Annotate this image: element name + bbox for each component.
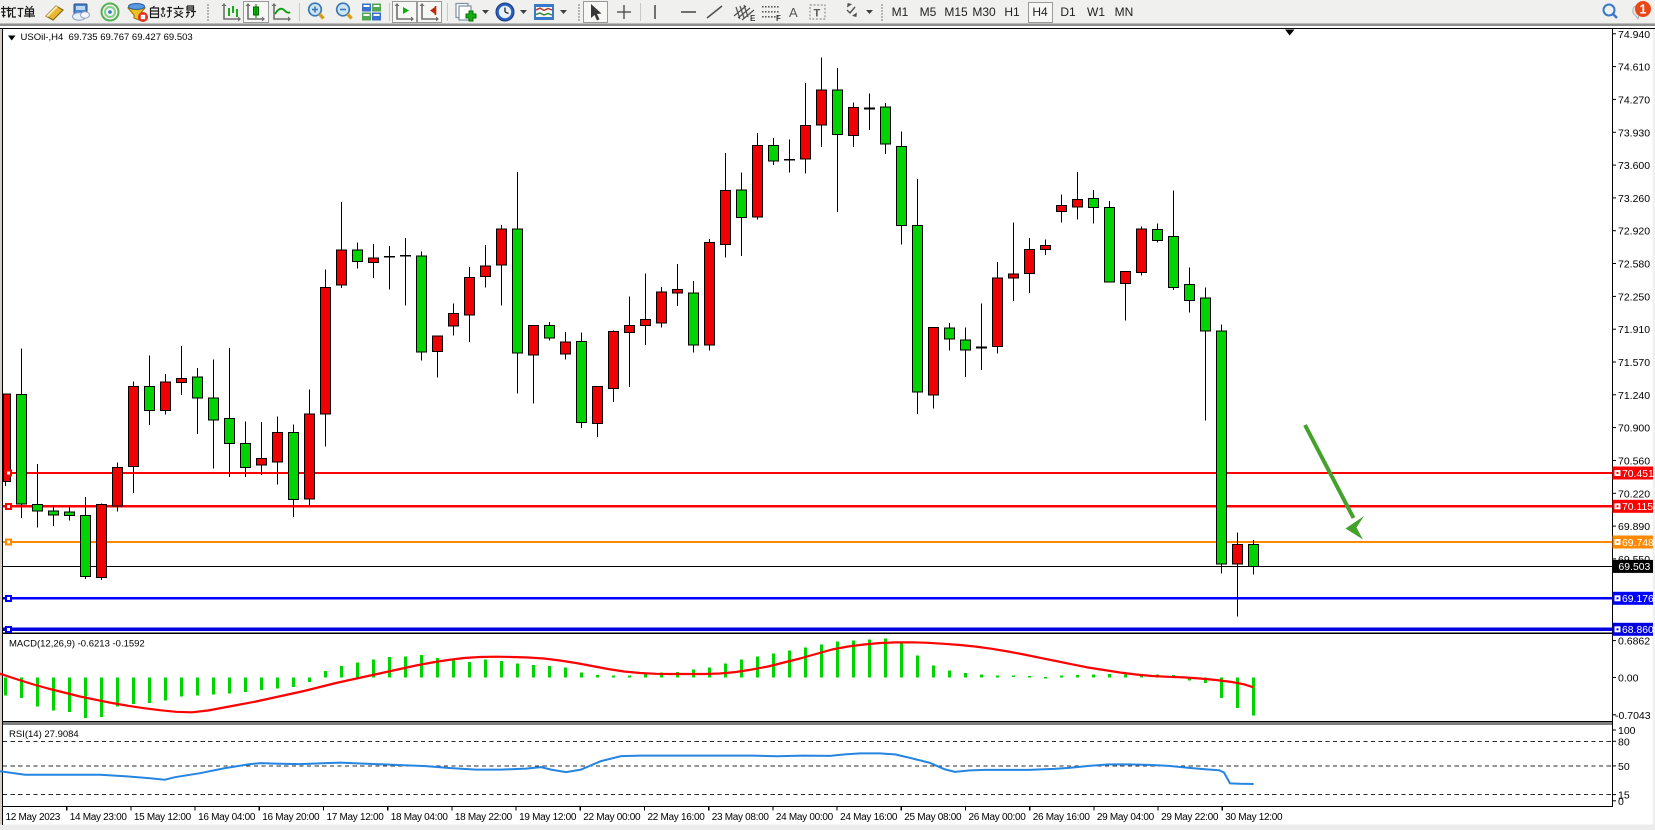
svg-text:26 May 00:00: 26 May 00:00 [969,812,1027,823]
svg-text:0.6862: 0.6862 [1618,636,1650,648]
svg-text:72.920: 72.920 [1618,226,1650,238]
svg-text:73.260: 73.260 [1618,193,1650,205]
svg-text:17 May 12:00: 17 May 12:00 [327,812,385,823]
svg-text:18 May 04:00: 18 May 04:00 [391,812,449,823]
svg-text:69.748: 69.748 [1622,538,1654,549]
svg-text:71.910: 71.910 [1618,324,1650,336]
svg-text:USOil-,H4 69.735 69.767 69.42: USOil-,H4 69.735 69.767 69.427 69.503 [21,32,193,43]
svg-text:26 May 16:00: 26 May 16:00 [1033,812,1091,823]
svg-text:70.560: 70.560 [1618,456,1650,468]
svg-text:25 May 08:00: 25 May 08:00 [904,812,962,823]
svg-text:18 May 22:00: 18 May 22:00 [455,812,513,823]
svg-text:72.250: 72.250 [1618,291,1650,303]
svg-text:74.940: 74.940 [1618,29,1650,41]
svg-text:69.503: 69.503 [1619,562,1651,573]
svg-text:E: E [750,14,756,23]
svg-text:70.451: 70.451 [1622,469,1654,480]
svg-text:72.580: 72.580 [1618,259,1650,271]
svg-text:73.600: 73.600 [1618,160,1650,172]
svg-text:1: 1 [1640,3,1647,17]
svg-text:12 May 2023: 12 May 2023 [6,812,61,823]
svg-text:15 May 12:00: 15 May 12:00 [134,812,192,823]
svg-text:100: 100 [1618,725,1636,737]
svg-text:16 May 20:00: 16 May 20:00 [262,812,320,823]
svg-text:70.115: 70.115 [1622,502,1653,513]
svg-text:24 May 00:00: 24 May 00:00 [776,812,834,823]
svg-text:22 May 00:00: 22 May 00:00 [583,812,641,823]
svg-text:71.240: 71.240 [1618,390,1650,402]
svg-text:69.890: 69.890 [1618,521,1650,533]
svg-text:70.900: 70.900 [1618,423,1650,435]
svg-text:50: 50 [1618,761,1630,773]
svg-text:69.176: 69.176 [1622,594,1654,605]
svg-text:15: 15 [1618,790,1630,802]
svg-text:70.220: 70.220 [1618,488,1650,500]
svg-text:80: 80 [1618,736,1630,748]
svg-text:74.610: 74.610 [1618,62,1650,74]
svg-text:-0.7043: -0.7043 [1615,710,1651,722]
svg-text:23 May 08:00: 23 May 08:00 [712,812,770,823]
svg-text:MACD(12,26,9) -0.6213 -0.1592: MACD(12,26,9) -0.6213 -0.1592 [9,639,145,650]
svg-text:29 May 22:00: 29 May 22:00 [1161,812,1219,823]
svg-text:22 May 16:00: 22 May 16:00 [648,812,706,823]
svg-text:16 May 04:00: 16 May 04:00 [198,812,256,823]
svg-text:73.930: 73.930 [1618,127,1650,139]
svg-text:24 May 16:00: 24 May 16:00 [840,812,898,823]
svg-text:68.860: 68.860 [1622,625,1654,636]
svg-text:74.270: 74.270 [1618,94,1650,106]
svg-text:RSI(14) 27.9084: RSI(14) 27.9084 [9,729,79,740]
svg-text:19 May 12:00: 19 May 12:00 [519,812,577,823]
svg-text:29 May 04:00: 29 May 04:00 [1097,812,1155,823]
svg-text:T: T [814,8,821,20]
svg-text:0.00: 0.00 [1618,673,1639,685]
svg-text:A: A [789,5,798,20]
svg-text:F: F [776,14,781,23]
svg-text:30 May 12:00: 30 May 12:00 [1225,812,1283,823]
svg-text:14 May 23:00: 14 May 23:00 [70,812,128,823]
svg-text:71.570: 71.570 [1618,357,1650,369]
svg-text:0: 0 [1618,796,1624,808]
